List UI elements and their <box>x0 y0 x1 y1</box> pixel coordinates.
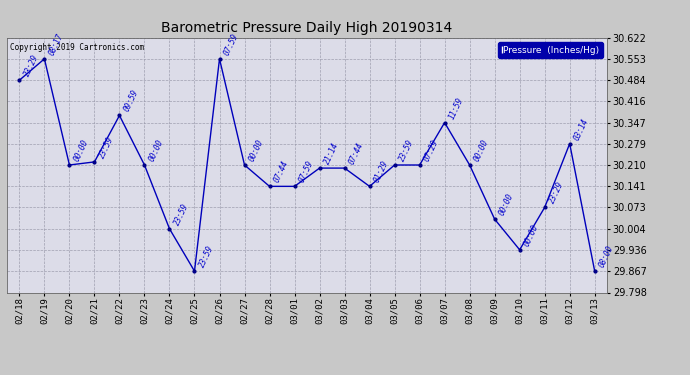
Text: 07:44: 07:44 <box>273 159 290 184</box>
Text: 00:00: 00:00 <box>72 138 90 163</box>
Text: 03:14: 03:14 <box>573 117 591 141</box>
Text: 11:59: 11:59 <box>447 96 465 120</box>
Text: 08:17: 08:17 <box>47 32 65 57</box>
Text: 07:29: 07:29 <box>422 138 440 163</box>
Legend: Pressure  (Inches/Hg): Pressure (Inches/Hg) <box>498 42 602 58</box>
Text: 23:29: 23:29 <box>547 180 565 205</box>
Text: 23:29: 23:29 <box>22 53 40 78</box>
Title: Barometric Pressure Daily High 20190314: Barometric Pressure Daily High 20190314 <box>161 21 453 35</box>
Text: 00:00: 00:00 <box>497 192 515 217</box>
Text: 00:00: 00:00 <box>147 138 165 163</box>
Text: 07:59: 07:59 <box>297 159 315 184</box>
Text: Copyright 2019 Cartronics.com: Copyright 2019 Cartronics.com <box>10 43 144 52</box>
Text: 00:00: 00:00 <box>473 138 491 163</box>
Text: 08:00: 08:00 <box>598 244 615 269</box>
Text: 23:59: 23:59 <box>97 135 115 160</box>
Text: 00:00: 00:00 <box>522 223 540 248</box>
Text: 00:00: 00:00 <box>247 138 265 163</box>
Text: 09:59: 09:59 <box>122 88 140 113</box>
Text: 07:44: 07:44 <box>347 141 365 166</box>
Text: 07:59: 07:59 <box>222 32 240 57</box>
Text: 01:29: 01:29 <box>373 159 391 184</box>
Text: 23:59: 23:59 <box>397 138 415 163</box>
Text: 23:59: 23:59 <box>172 202 190 226</box>
Text: 23:59: 23:59 <box>197 244 215 269</box>
Text: 21:14: 21:14 <box>322 141 340 166</box>
